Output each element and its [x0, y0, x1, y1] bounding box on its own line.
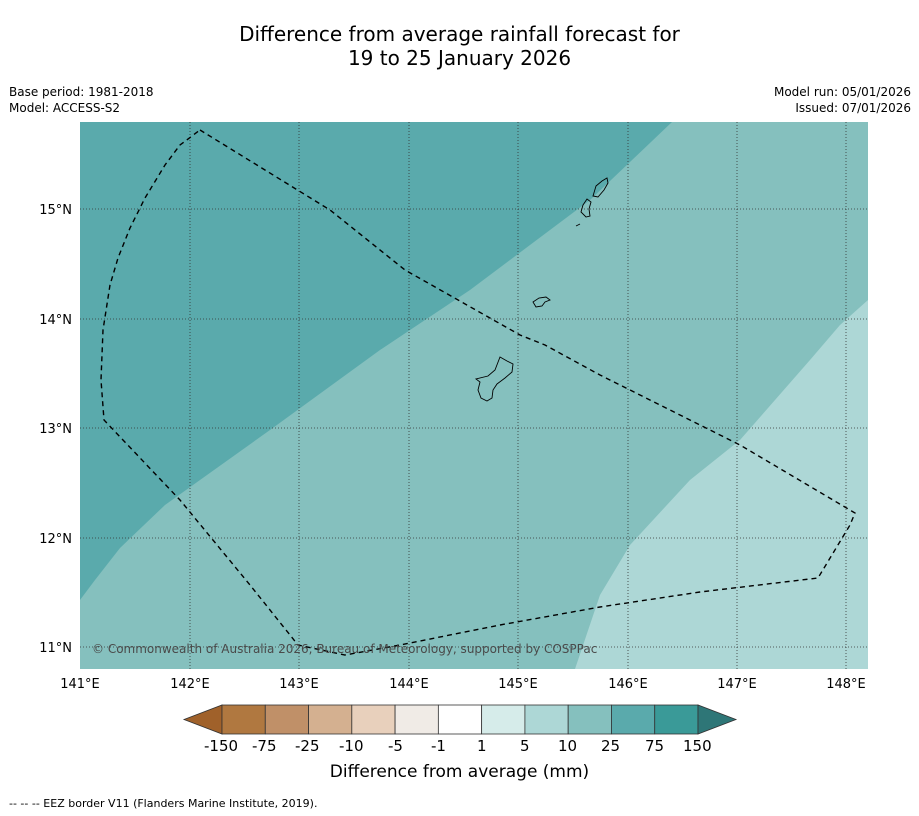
- island-rota: [532, 296, 551, 308]
- colorbar-title: Difference from average (mm): [329, 762, 590, 782]
- island-guam: [474, 356, 514, 402]
- colorbar-swatch: [437, 704, 483, 735]
- colorbar-swatch: [264, 704, 309, 735]
- lon-label: 147°E: [717, 677, 757, 692]
- lon-label: 146°E: [608, 677, 648, 692]
- colorbar-extend-high: [697, 704, 738, 735]
- meta-right: Model run: 05/01/2026 Issued: 07/01/2026: [774, 84, 911, 116]
- colorbar-swatch: [654, 704, 699, 735]
- colorbar-tick: -10: [339, 737, 364, 755]
- map-area: © Commonwealth of Australia 2026, Bureau…: [80, 122, 868, 669]
- title-line-2: 19 to 25 January 2026: [347, 46, 572, 70]
- colorbar: [182, 704, 738, 735]
- lat-label: 12°N: [39, 532, 72, 547]
- colorbar-swatch: [524, 704, 569, 735]
- chart-title: Difference from average rainfall forecas…: [0, 22, 919, 70]
- colorbar-swatch: [611, 704, 656, 735]
- model-run: Model run: 05/01/2026: [773, 85, 911, 99]
- lon-label: 141°E: [60, 677, 100, 692]
- colorbar-tick: 75: [645, 737, 665, 755]
- island-tinian: [580, 198, 592, 218]
- lon-label: 144°E: [389, 677, 429, 692]
- lon-label: 142°E: [170, 677, 210, 692]
- lat-label: 11°N: [39, 641, 72, 656]
- colorbar-tick: 25: [601, 737, 621, 755]
- base-period: Base period: 1981-2018: [9, 85, 154, 99]
- colorbar-tick: 5: [520, 737, 530, 755]
- lon-label: 145°E: [498, 677, 538, 692]
- issued-date: Issued: 07/01/2026: [795, 101, 911, 115]
- title-line-1: Difference from average rainfall forecas…: [239, 22, 680, 46]
- graticule: [80, 122, 868, 669]
- eez-border: [100, 129, 856, 656]
- lat-label: 14°N: [39, 313, 72, 328]
- footer-note: -- -- -- EEZ border V11 (Flanders Marine…: [9, 797, 318, 810]
- rain-band-5-10: [575, 300, 868, 669]
- colorbar-swatch: [351, 704, 396, 735]
- lon-labels: 141°E 142°E 143°E 144°E 145°E 146°E 147°…: [60, 677, 866, 692]
- island-aguijan: [575, 223, 581, 227]
- colorbar-tick: 1: [477, 737, 487, 755]
- colorbar-tick: -1: [431, 737, 446, 755]
- colorbar-swatch: [481, 704, 526, 735]
- colorbar-swatch: [394, 704, 439, 735]
- meta-left: Base period: 1981-2018 Model: ACCESS-S2: [9, 84, 154, 116]
- lat-label: 13°N: [39, 422, 72, 437]
- colorbar-tick: 150: [683, 737, 712, 755]
- colorbar-swatch: [567, 704, 612, 735]
- colorbar-extend-low: [182, 704, 223, 735]
- colorbar-tick: -150: [204, 737, 239, 755]
- islands: [474, 177, 609, 402]
- island-saipan: [592, 177, 609, 198]
- lon-label: 143°E: [279, 677, 319, 692]
- copyright-text: © Commonwealth of Australia 2026, Bureau…: [92, 642, 597, 656]
- colorbar-tick: 10: [558, 737, 578, 755]
- lat-label: 15°N: [39, 203, 72, 218]
- lat-labels: 15°N 14°N 13°N 12°N 11°N: [39, 203, 72, 656]
- colorbar-tick: -5: [388, 737, 403, 755]
- lon-label: 148°E: [826, 677, 866, 692]
- model-name: Model: ACCESS-S2: [9, 101, 121, 115]
- colorbar-tick: -25: [295, 737, 320, 755]
- colorbar-swatch: [221, 704, 266, 735]
- colorbar-tick: -75: [252, 737, 277, 755]
- colorbar-swatch: [308, 704, 353, 735]
